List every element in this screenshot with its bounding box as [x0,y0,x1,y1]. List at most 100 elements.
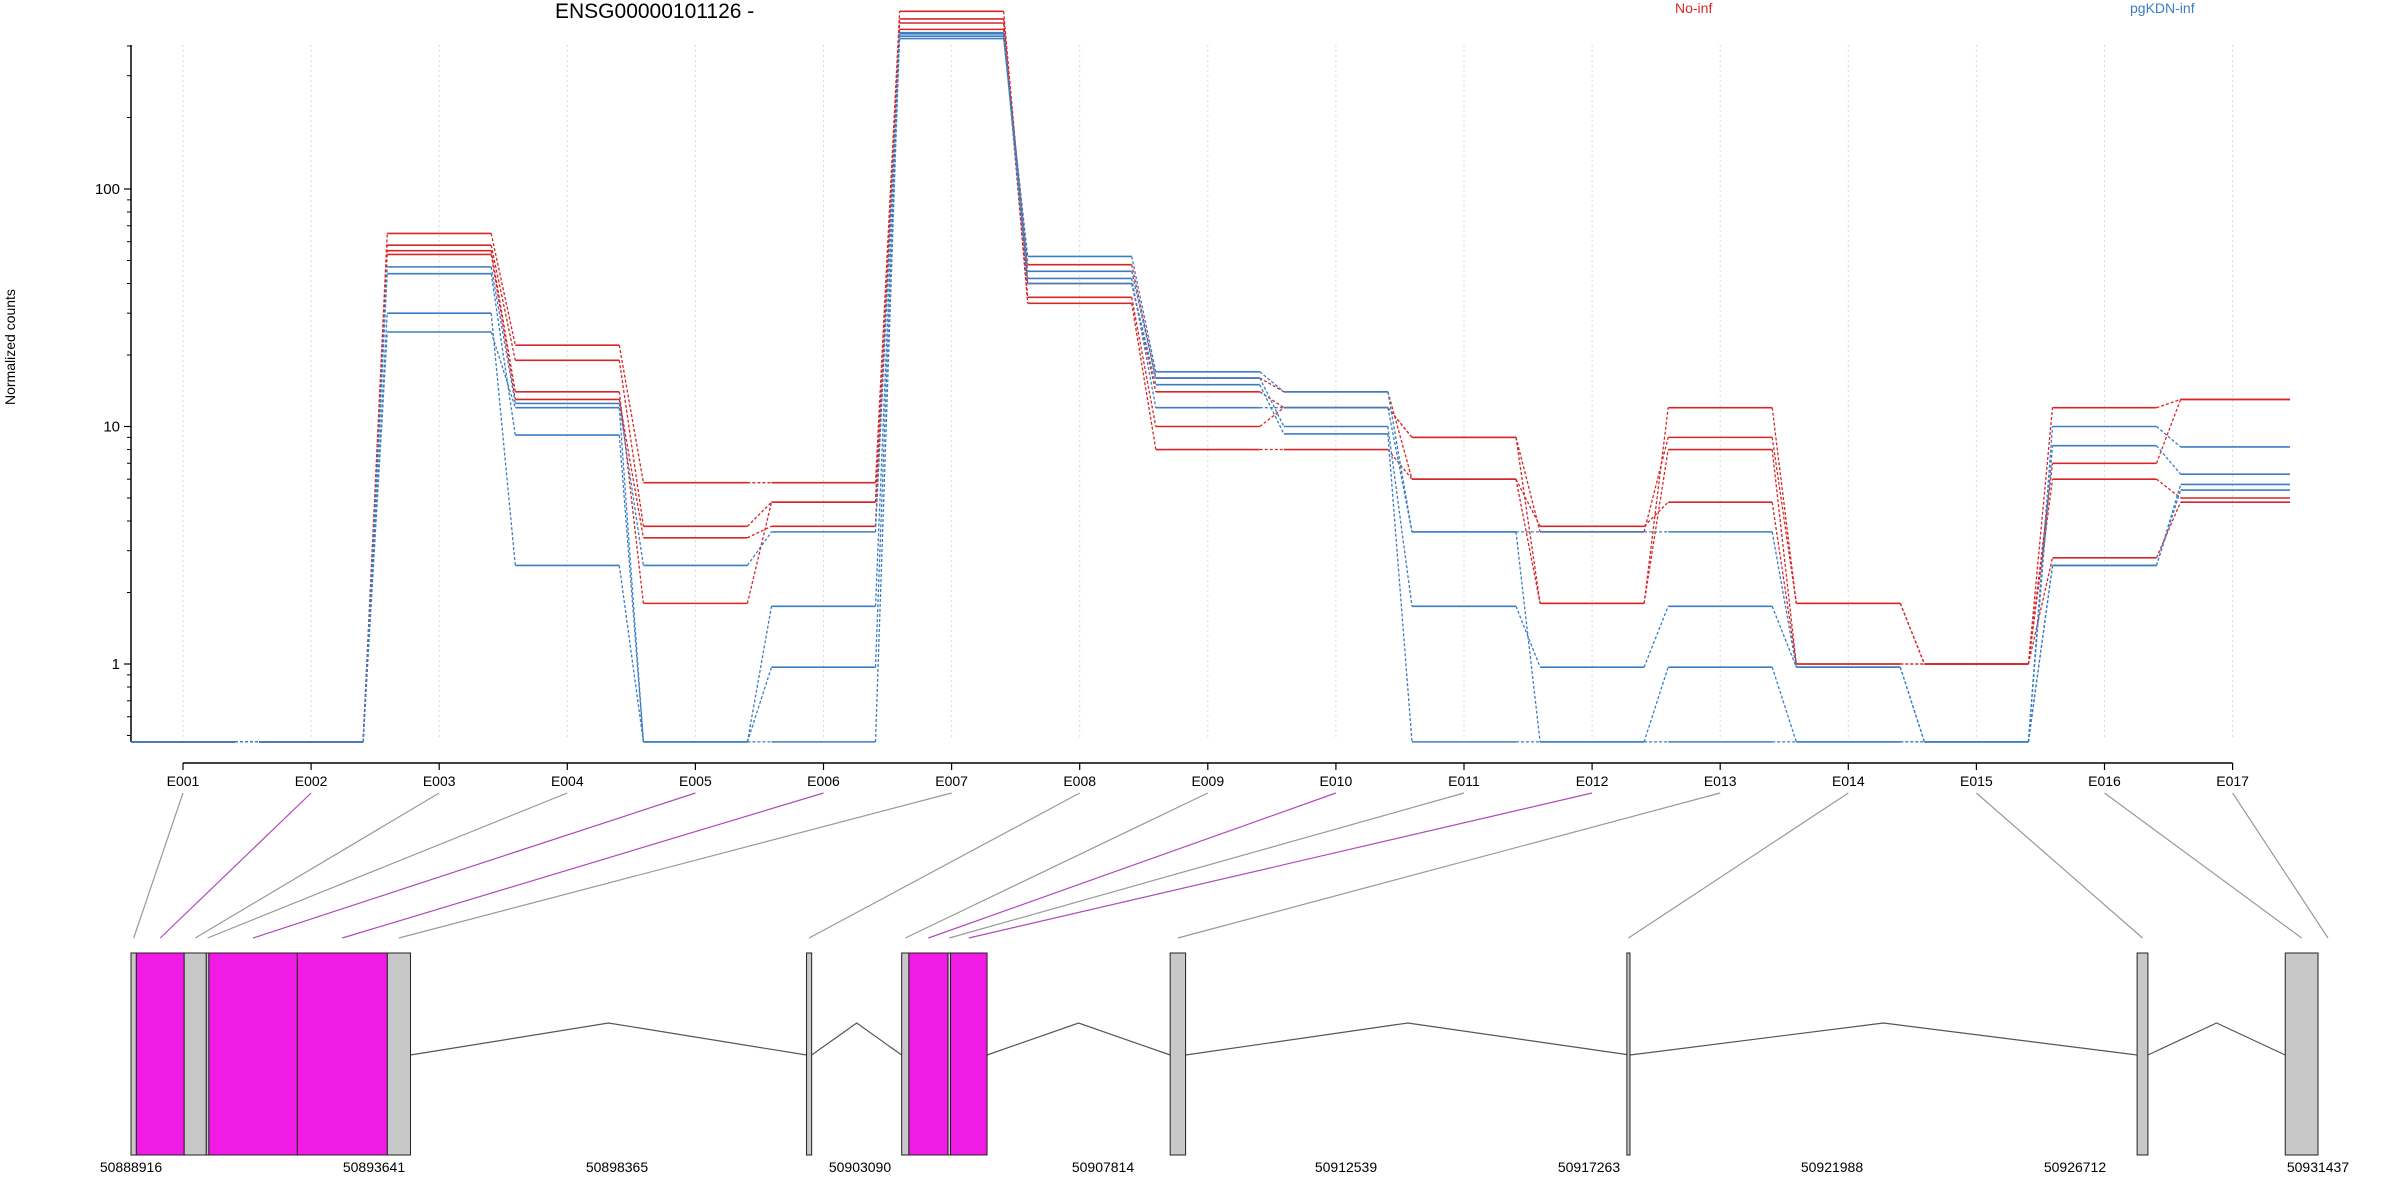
transition-segment [2027,557,2054,665]
x-tick-label: E003 [423,773,456,789]
exon-box [296,952,388,1156]
transition-segment [2027,407,2054,665]
exon-connector [1628,792,1849,939]
transition-segment [1899,666,1926,743]
exon-connector [252,792,696,939]
y-tick-label: 1 [112,656,120,673]
exon-box [1626,952,1631,1156]
transition-segment [1771,666,1797,743]
genomic-coordinate-label: 50888916 [100,1159,163,1175]
exon-connector [928,792,1337,939]
x-tick-label: E017 [2216,773,2249,789]
transition-segment [618,345,645,483]
transition-segment [1131,271,1157,379]
transition-segment [1131,283,1157,392]
intron-line [811,1022,903,1056]
transition-segment [490,313,516,566]
transition-segment [1259,377,1285,427]
transition-segment [1643,437,1669,533]
genomic-coordinate-label: 50931437 [2287,1159,2350,1175]
series-no-inf-sample-0 [131,10,2290,743]
transition-segment [746,501,772,527]
transition-segment [1643,407,1669,604]
transition-segment [362,273,388,742]
exon-box [1169,952,1187,1156]
transition-segment [1387,433,1413,742]
x-tick-label: E016 [2088,773,2121,789]
transition-segment [618,435,645,742]
y-tick-label: 10 [103,419,120,436]
transition-segment [746,606,773,742]
exon-box [183,952,207,1156]
exon-box [950,952,988,1156]
transition-segment [1515,479,1541,604]
transition-segment [362,313,388,742]
transition-segment [2156,445,2182,475]
transition-segment [1515,437,1541,533]
x-tick-label: E006 [807,773,840,789]
exon-box [908,952,949,1156]
x-tick-label: E012 [1576,773,1609,789]
transition-segment [1515,531,1541,742]
transition-segment [746,666,773,743]
transition-segment [1387,407,1413,533]
exon-box [806,952,813,1156]
transition-segment [2027,463,2054,665]
transition-segment [2027,479,2054,665]
intron-line [1185,1022,1631,1056]
transition-segment [746,531,773,566]
series-no-inf-sample-1 [131,18,2290,743]
transition-segment [1387,391,1413,532]
exon-connector [949,792,1465,939]
transition-segment [1771,502,1797,665]
transition-segment [490,273,516,436]
exon-box [130,952,137,1156]
intron-line [2147,1022,2286,1056]
transition-segment [1387,449,1413,480]
exon-box [2284,952,2319,1156]
transition-segment [618,399,645,538]
transition-segment [1643,666,1669,743]
series-pgkdn-inf-sample-3 [131,31,2290,743]
transition-segment [1771,449,1797,665]
transition-segment [1515,478,1541,527]
transition-segment [618,360,645,527]
transition-segment [874,32,901,742]
exon-connector [398,792,952,939]
transition-segment [618,391,645,604]
transition-segment [1259,371,1285,393]
exon-connector [133,792,184,939]
transition-segment [490,331,516,408]
transition-segment [874,29,901,527]
x-tick-label: E001 [167,773,200,789]
transition-segment [2155,484,2182,566]
genomic-coordinate-label: 50921988 [1801,1159,1864,1175]
series-no-inf-sample-2 [131,22,2290,743]
transition-segment [874,11,901,483]
transition-segment [1002,29,1029,265]
transition-segment [1387,426,1413,607]
transition-segment [490,250,516,392]
x-tick-label: E005 [679,773,712,789]
transition-segment [2155,501,2182,559]
transition-segment [2156,426,2182,448]
transition-segment [1515,437,1541,604]
transition-segment [490,254,516,400]
transition-segment [2155,399,2182,464]
exon-connector [905,792,1209,939]
intron-line [410,1022,807,1056]
transition-segment [1002,32,1029,279]
x-tick-label: E010 [1320,773,1353,789]
x-tick-label: E015 [1960,773,1993,789]
transition-segment [1131,297,1157,427]
exon-connector [207,792,568,939]
x-tick-label: E014 [1832,773,1865,789]
genomic-coordinate-label: 50926712 [2044,1159,2107,1175]
series-pgkdn-inf-sample-2 [131,33,2290,743]
transition-segment [1899,603,1926,665]
transition-segment [2156,398,2181,409]
transition-segment [1259,407,1285,428]
x-tick-label: E008 [1063,773,1096,789]
intron-line [986,1022,1171,1056]
series-pgkdn-inf-sample-0 [131,37,2290,743]
